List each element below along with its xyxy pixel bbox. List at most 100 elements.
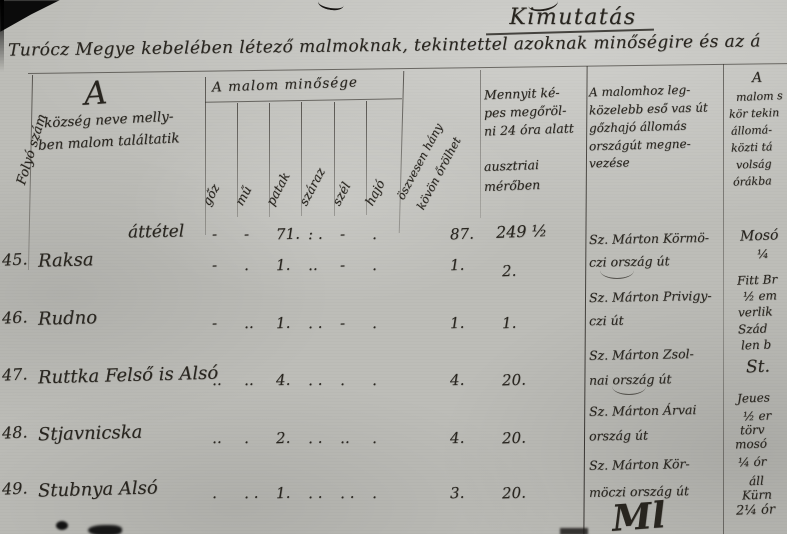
cell-wind: . . [339, 483, 355, 503]
header-capacity: mérőben [483, 177, 541, 194]
column-divider [334, 102, 336, 216]
cell-wind: - [339, 255, 346, 275]
cell-ship: . [371, 428, 378, 448]
row-village: Stjavnicska [37, 421, 143, 446]
cell-capacity: 2. [501, 261, 517, 281]
margin-fragment: törv [739, 422, 765, 438]
row-carryover-label: áttétel [127, 221, 185, 243]
scan-ink-blot [560, 528, 588, 534]
header-capacity: Mennyit ké- [483, 84, 560, 103]
scan-ink-blot [56, 521, 68, 530]
row-serial: 45. [1, 249, 28, 270]
cell-ship: . [371, 313, 378, 333]
margin-fragment: ½ em [742, 288, 778, 304]
header-village-initial: A [82, 73, 109, 113]
margin-fragment: ½ er [742, 408, 772, 424]
header-distance: állomá- [730, 123, 773, 138]
row-village: Stubnya Alsó [37, 477, 158, 502]
cell-dry: : . [307, 224, 323, 244]
margin-fragment: áll [748, 473, 765, 489]
cell-brook: 1. [275, 313, 291, 333]
header-distance: volság [735, 157, 772, 172]
header-quality-brook: patak [262, 169, 293, 208]
cell-wind: .. [339, 428, 350, 448]
header-station: gőzhajó állomás [588, 118, 687, 136]
station-entry: Sz. Márton Árvai [588, 402, 697, 419]
header-capacity: pes megőröl- [483, 102, 567, 121]
row-village: Rudno [37, 307, 98, 330]
margin-fragment: Szád [737, 321, 768, 337]
cell-mu: . [243, 255, 250, 275]
cell-wind: - [339, 224, 346, 244]
cell-stones: 4. [449, 370, 465, 390]
column-divider [366, 101, 368, 215]
header-village-line1: község neve melly- [43, 108, 174, 132]
margin-fragment: mosó [734, 436, 768, 452]
margin-fragment: ¼ [756, 246, 769, 262]
cell-mu: .. [243, 313, 254, 333]
header-quality-steam: gőz [198, 181, 223, 208]
header-mill-quality-group: A malom minősége [211, 74, 359, 96]
cell-dry: . . [307, 313, 323, 333]
cell-brook: 1. [275, 483, 291, 503]
scan-dark-corner [0, 0, 60, 32]
cell-mu: . . [243, 483, 259, 503]
header-quality-wind: szél [328, 179, 354, 208]
header-distance: A [751, 69, 763, 87]
column-divider [237, 103, 239, 217]
header-station: A malomhoz leg- [588, 82, 691, 100]
cell-steam: - [211, 224, 218, 244]
page-title: Kimutatás [509, 5, 637, 30]
margin-fragment: verlik [737, 304, 773, 320]
cell-capacity: 20. [501, 483, 527, 503]
cell-stones: 4. [449, 428, 465, 448]
cell-ship: . [371, 370, 378, 390]
column-divider [583, 66, 588, 534]
cell-stones: 1. [449, 313, 465, 333]
cell-ship: . [371, 255, 378, 275]
column-divider [398, 71, 405, 233]
cell-dry: .. [307, 255, 318, 275]
header-station: országút megne- [588, 136, 691, 154]
cell-dry: . . [307, 428, 323, 448]
row-serial: 46. [1, 307, 28, 328]
station-entry: Sz. Márton Kör- [588, 456, 690, 473]
scan-dark-edge [0, 0, 4, 72]
margin-fragment: 2¼ ór [735, 502, 776, 519]
station-entry: ország út [588, 427, 649, 444]
station-entry: Sz. Márton Privigy- [588, 287, 712, 306]
cell-stones: 87. [449, 224, 475, 244]
cropped-bottom-writing: Ml [610, 494, 667, 534]
scan-ink-blot [88, 525, 122, 534]
ditto-curve [600, 262, 634, 279]
header-station: vezése [588, 155, 630, 171]
cell-capacity: 20. [501, 428, 527, 448]
header-capacity: ni 24 óra alatt [483, 120, 575, 139]
cell-brook: 1. [275, 255, 291, 275]
cell-ship: . [371, 483, 378, 503]
margin-fragment: Mosó [739, 227, 779, 245]
cell-mu: .. [243, 370, 254, 390]
row-serial: 48. [1, 422, 28, 443]
cell-dry: . . [307, 370, 323, 390]
header-distance: órákba [732, 174, 772, 189]
cell-ship: . [371, 224, 378, 244]
header-distance: malom s [735, 89, 783, 104]
cell-brook: 71. [275, 224, 301, 244]
cell-wind: - [339, 313, 346, 333]
cell-steam: - [211, 255, 218, 275]
margin-fragment: Jeues [736, 390, 771, 406]
cell-stones: 1. [449, 255, 465, 275]
station-entry: czi út [588, 312, 624, 329]
column-divider [480, 70, 482, 218]
header-station: közelebb eső vas út [588, 100, 708, 118]
margin-fragment: Kürn [741, 487, 773, 503]
cell-steam: - [211, 313, 218, 333]
ditto-curve [612, 378, 646, 395]
cell-steam: .. [211, 428, 222, 448]
header-quality-mu: mű [231, 183, 255, 208]
margin-fragment: ¼ ór [737, 454, 767, 470]
cell-steam: . [211, 483, 218, 503]
margin-fragment: len b [740, 337, 772, 353]
